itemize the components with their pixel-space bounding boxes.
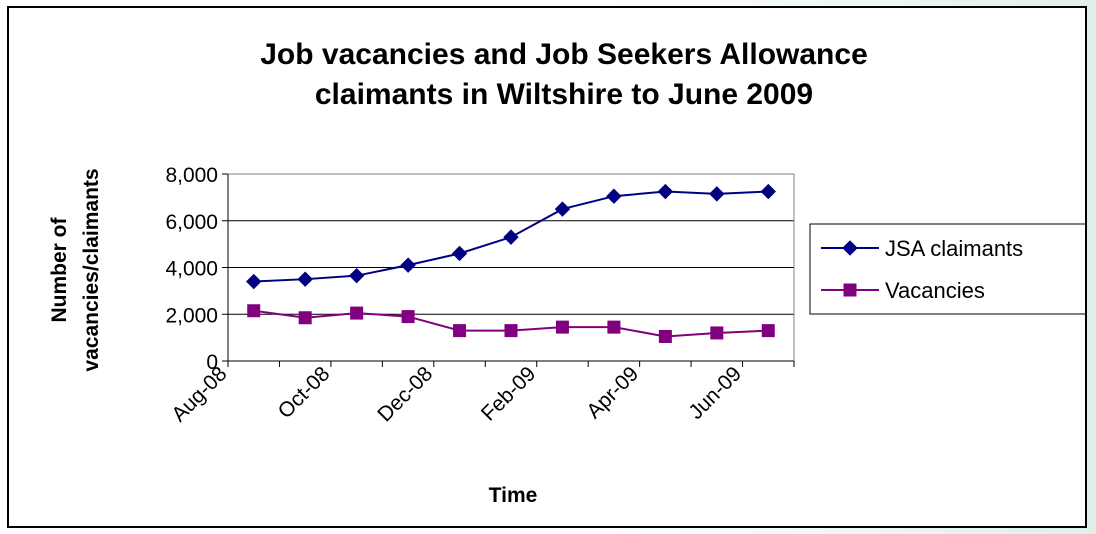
vacancies-point [453, 324, 467, 338]
x-tick-label: Oct-08 [274, 362, 335, 423]
jsa-point [709, 186, 725, 202]
x-tick-label: Feb-09 [477, 362, 540, 425]
vacancies-point [658, 329, 672, 343]
chart-title-line: claimants in Wiltshire to June 2009 [315, 78, 813, 111]
x-tick-label: Jun-09 [684, 362, 746, 424]
y-tick-label: 8,000 [165, 164, 218, 187]
vacancies-point [504, 324, 518, 338]
x-axis-title: Time [489, 484, 538, 507]
y-tick-label: 2,000 [165, 304, 218, 327]
jsa-point [297, 271, 313, 287]
vacancies-point [247, 304, 261, 318]
jsa-point [246, 273, 262, 290]
jsa-point [554, 201, 571, 217]
vacancies-point [350, 306, 364, 320]
vacancies-point [710, 326, 724, 340]
vacancies-point [761, 324, 775, 338]
x-tick-label: Aug-08 [167, 362, 231, 426]
y-axis-title-line: Number of [48, 216, 71, 322]
y-axis-title-line: vacancies/claimants [80, 168, 103, 371]
jsa-point [606, 188, 622, 204]
legend-label: JSA claimants [885, 236, 1023, 261]
jsa-point [451, 245, 468, 262]
y-tick-label: 6,000 [165, 211, 218, 234]
y-tick-label: 4,000 [165, 258, 218, 281]
jsa-point [842, 240, 858, 256]
jsa-point [400, 257, 416, 273]
legend-box [809, 223, 1085, 315]
vacancies-point [607, 320, 621, 334]
vacancies-point [555, 320, 569, 334]
x-tick-label: Apr-09 [582, 362, 643, 423]
jsa-point [348, 267, 365, 284]
chart-title-line: Job vacancies and Job Seekers Allowance [260, 38, 868, 71]
jsa-point [760, 183, 776, 200]
x-tick-label: Dec-08 [373, 362, 437, 426]
chart-frame: Job vacancies and Job Seekers Allowance c… [7, 6, 1087, 528]
legend-label: Vacancies [885, 278, 985, 303]
vacancies-point [401, 310, 415, 324]
jsa-point [503, 229, 519, 245]
line-chart: Job vacancies and Job Seekers Allowance c… [48, 38, 1085, 507]
y-tick-label: 0 [206, 351, 218, 374]
vacancies-point [843, 283, 857, 297]
vacancies-point [298, 311, 312, 325]
jsa-point [657, 183, 674, 200]
